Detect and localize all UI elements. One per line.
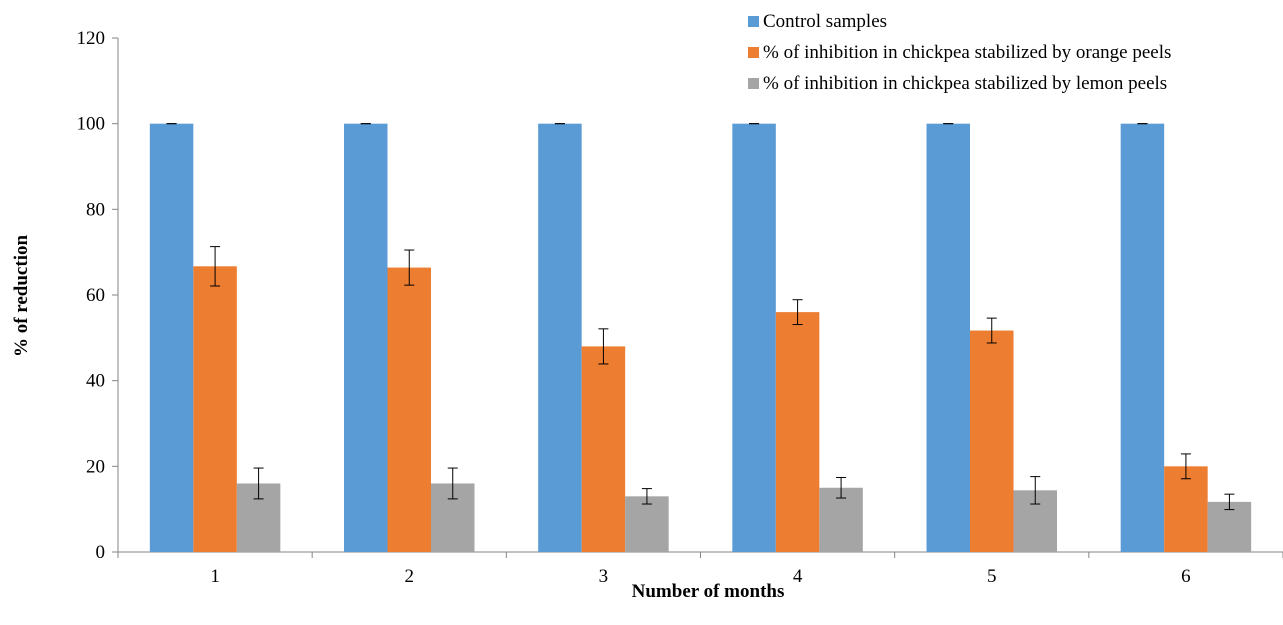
legend-label: % of inhibition in chickpea stabilized b… xyxy=(763,41,1172,63)
y-tick-label: 40 xyxy=(86,371,105,392)
bar xyxy=(775,312,820,552)
y-tick-label: 20 xyxy=(86,456,105,477)
bar xyxy=(193,266,237,552)
y-tick-label: 100 xyxy=(77,114,106,135)
bar xyxy=(1120,123,1165,553)
legend-item-lemon-peels: % of inhibition in chickpea stabilized b… xyxy=(748,68,1171,99)
x-tick-label: 6 xyxy=(1181,566,1191,587)
legend-swatch xyxy=(748,16,759,27)
error-bars xyxy=(166,123,1235,511)
x-tick-label: 3 xyxy=(599,566,609,587)
bar xyxy=(538,123,582,553)
bar xyxy=(1207,501,1252,552)
x-tick-label: 1 xyxy=(210,566,220,587)
legend-swatch xyxy=(748,78,759,89)
legend-item-control: Control samples xyxy=(748,6,1171,37)
y-axis-title: % of reduction xyxy=(11,235,32,358)
y-tick-label: 120 xyxy=(77,28,106,49)
bars xyxy=(149,123,1252,553)
y-tick-label: 0 xyxy=(96,542,106,563)
bar xyxy=(344,123,388,553)
bar xyxy=(387,267,431,552)
x-tick-label: 4 xyxy=(793,566,803,587)
bar xyxy=(149,123,194,553)
x-tick-label: 2 xyxy=(405,566,415,587)
y-axis: 0 20 40 60 80 100 120 xyxy=(77,28,119,563)
y-tick-label: 80 xyxy=(86,199,105,220)
bar xyxy=(1164,466,1208,552)
legend-label: % of inhibition in chickpea stabilized b… xyxy=(763,72,1168,94)
x-tick-label: 5 xyxy=(987,566,997,587)
bar xyxy=(581,346,626,552)
y-tick-label: 60 xyxy=(86,285,105,306)
x-axis: 1 2 3 4 5 6 xyxy=(117,551,1283,587)
legend-swatch xyxy=(748,47,759,58)
bar xyxy=(926,123,970,553)
bar xyxy=(625,496,669,552)
bar xyxy=(970,330,1014,552)
legend-label: Control samples xyxy=(763,10,888,32)
legend: Control samples % of inhibition in chick… xyxy=(748,6,1171,99)
x-axis-title: Number of months xyxy=(632,581,785,602)
bar xyxy=(732,123,776,553)
legend-item-orange-peels: % of inhibition in chickpea stabilized b… xyxy=(748,37,1171,68)
